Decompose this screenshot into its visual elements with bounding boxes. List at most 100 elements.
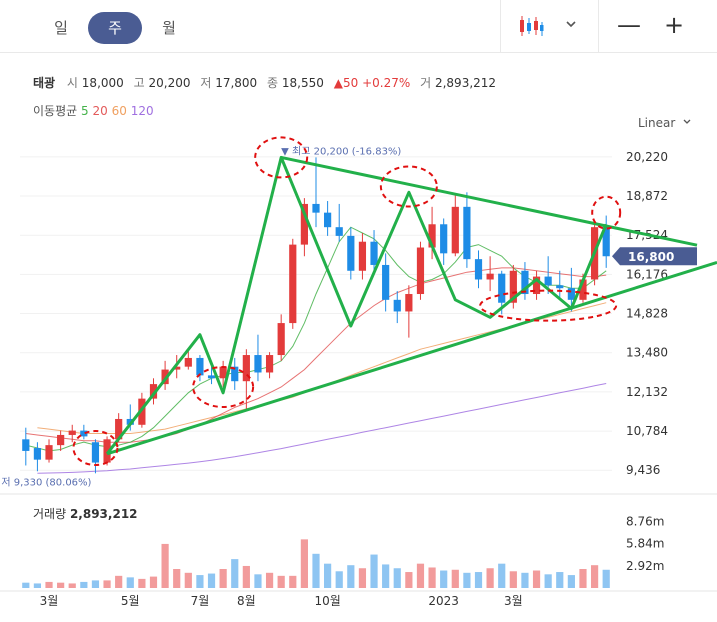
ma-20: 20 <box>92 104 108 118</box>
tab-monthly[interactable]: 월 <box>162 19 176 37</box>
volume-tick-label: 2.92m <box>626 559 664 573</box>
candle <box>486 256 494 292</box>
highlight-circle <box>72 430 119 467</box>
y-tick-label: 17,524 <box>626 228 668 242</box>
candlestick-icon[interactable] <box>518 14 544 38</box>
tab-weekly[interactable]: 주 <box>88 12 142 44</box>
volume-bar <box>289 575 297 588</box>
top-toolbar: 일 주 월 — + <box>0 0 717 53</box>
volume-bar <box>149 576 158 588</box>
max-price-annotation: ▼ 최고 20,200 (-16.83%) <box>281 145 401 157</box>
x-tick-label: 5월 <box>121 594 140 608</box>
volume-bar <box>219 569 227 588</box>
volume-bar <box>532 570 541 588</box>
candle-body <box>451 206 459 254</box>
volume-bar <box>335 571 343 588</box>
volume-title-value: 2,893,212 <box>69 507 138 521</box>
candle-body <box>312 203 320 213</box>
candle-body <box>556 285 564 289</box>
candle <box>80 424 88 440</box>
volume-bar <box>300 539 308 588</box>
candle <box>173 355 181 379</box>
tab-daily[interactable]: 일 <box>54 19 68 37</box>
volume-bar <box>509 571 517 588</box>
candle <box>532 270 541 300</box>
candle-body <box>347 235 355 271</box>
candle <box>347 227 355 280</box>
volume-bar <box>126 577 134 588</box>
volume-bar <box>324 563 332 588</box>
volume-bar <box>161 543 169 588</box>
volume-tick-label: 5.84m <box>626 537 664 551</box>
candle <box>335 203 343 242</box>
candle-body <box>207 375 216 379</box>
candle-body <box>242 355 250 382</box>
volume-bar <box>498 563 506 588</box>
candle-body <box>544 276 552 286</box>
candle-body <box>126 418 134 425</box>
ma-60: 60 <box>111 104 127 118</box>
candle <box>57 430 65 451</box>
volume-bar <box>265 572 274 588</box>
volume-bar <box>22 582 30 588</box>
candle-body <box>440 224 448 254</box>
volume-bar <box>358 568 367 588</box>
candle <box>590 221 599 286</box>
candle <box>498 270 506 315</box>
volume-bar <box>115 575 123 588</box>
chevron-down-icon[interactable] <box>564 16 578 35</box>
candle-body <box>532 276 541 295</box>
x-tick-label: 3월 <box>504 594 523 608</box>
ma-5: 5 <box>81 104 89 118</box>
scale-selector[interactable]: Linear <box>638 116 692 130</box>
zoom-out-button[interactable]: — <box>617 11 641 39</box>
volume-bar <box>405 572 413 588</box>
candle-body <box>463 206 471 260</box>
candle <box>509 264 517 309</box>
volume-bar <box>196 575 204 588</box>
candle-body <box>265 355 274 373</box>
zoom-in-button[interactable]: + <box>664 11 685 39</box>
candle-body <box>521 270 529 295</box>
change-percent: +0.27% <box>362 76 411 90</box>
candle-body <box>358 241 367 271</box>
candle <box>521 262 529 300</box>
candle <box>300 198 308 257</box>
y-tick-label: 9,436 <box>626 463 660 477</box>
candle-body <box>184 357 192 367</box>
change-arrow: ▲ <box>333 76 343 90</box>
volume-bar <box>33 583 42 588</box>
current-price-badge <box>612 247 697 266</box>
candle <box>68 424 76 443</box>
candle-body <box>474 259 483 280</box>
ma20-line <box>25 267 607 443</box>
candle-body <box>196 357 204 376</box>
candle-body <box>33 448 42 460</box>
candle-body <box>567 288 575 300</box>
y-tick-label: 20,220 <box>626 150 668 164</box>
x-tick-label: 7월 <box>191 594 210 608</box>
candle-body <box>138 398 146 425</box>
volume-bar <box>207 573 216 588</box>
candle-body <box>335 227 343 236</box>
candle <box>602 215 610 268</box>
candle-body <box>22 439 30 451</box>
stock-name: 태광 <box>33 76 56 90</box>
scale-label: Linear <box>638 116 676 130</box>
volume-bar <box>474 572 483 588</box>
volume-bar <box>579 569 587 588</box>
open-label: 시 <box>66 76 78 90</box>
candle-body <box>300 203 308 245</box>
candle <box>474 250 483 289</box>
candle <box>312 157 320 228</box>
y-tick-label: 18,872 <box>626 189 668 203</box>
candle-body <box>254 355 262 373</box>
candle-body <box>428 224 436 248</box>
zigzag-pattern <box>105 155 608 455</box>
highlight-circle <box>254 136 309 179</box>
candle-body <box>68 430 76 435</box>
candle-body <box>416 247 425 295</box>
candle <box>324 201 332 236</box>
candle <box>428 206 436 260</box>
